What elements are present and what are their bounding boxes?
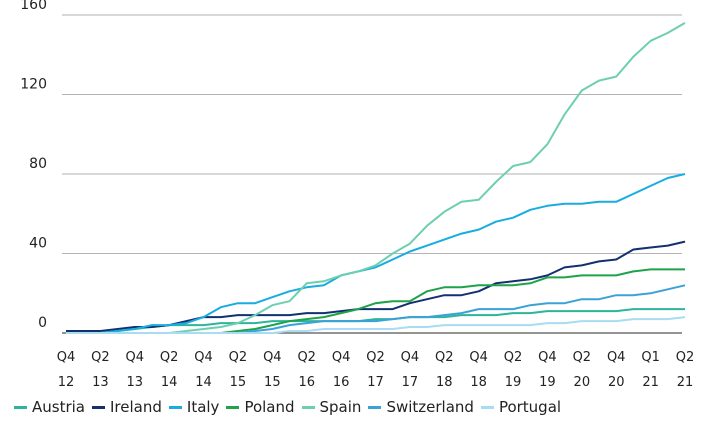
legend-item: Poland <box>226 398 295 416</box>
x-tick-label: Q4 20 <box>606 350 626 390</box>
x-tick-label: Q2 21 <box>675 350 695 390</box>
series-line <box>66 240 686 332</box>
legend-label: Switzerland <box>386 398 474 416</box>
legend-swatch <box>92 405 105 409</box>
legend-item: Portugal <box>480 398 562 416</box>
series-line <box>66 22 686 334</box>
x-tick-label: Q2 13 <box>91 350 110 390</box>
y-tick-label: 40 <box>29 236 47 252</box>
legend-label: Italy <box>186 398 220 416</box>
y-tick-label: 120 <box>20 77 47 93</box>
legend-item: Italy <box>168 398 220 416</box>
x-tick-label: Q2 14 <box>159 350 179 390</box>
legend-item: Switzerland <box>368 398 474 416</box>
x-tick-label: Q2 20 <box>572 350 592 390</box>
x-tick-label: Q4 15 <box>263 350 282 390</box>
x-tick-label: Q2 19 <box>503 350 523 390</box>
legend-item: Ireland <box>92 398 162 416</box>
y-tick-label: 0 <box>38 315 47 331</box>
x-tick-label: Q2 15 <box>228 350 248 390</box>
legend-item: Austria <box>14 398 85 416</box>
legend-label: Poland <box>244 398 295 416</box>
legend-swatch <box>368 405 382 409</box>
series-line <box>66 173 686 334</box>
legend-item: Spain <box>301 398 362 416</box>
legend-label: Ireland <box>110 398 162 416</box>
legend-swatch <box>14 405 27 409</box>
x-tick-label: Q1 21 <box>641 350 660 390</box>
x-tick-label: Q4 18 <box>469 350 488 390</box>
legend-swatch <box>226 405 240 409</box>
series-line <box>66 268 685 334</box>
x-tick-label: Q4 13 <box>125 350 145 390</box>
x-tick-label: Q4 12 <box>56 350 76 390</box>
y-tick-label: 160 <box>20 0 47 13</box>
x-tick-label: Q2 16 <box>297 350 316 390</box>
legend-swatch <box>480 405 494 409</box>
legend: Austria Ireland Italy Poland Spain Switzerlan… <box>14 398 568 416</box>
legend-label: Spain <box>319 398 362 416</box>
y-tick-label: 80 <box>29 156 47 172</box>
legend-label: Austria <box>32 398 85 416</box>
x-tick-label: Q2 17 <box>366 350 385 390</box>
x-tick-label: Q4 14 <box>194 350 213 390</box>
x-tick-label: Q4 17 <box>400 350 420 390</box>
legend-swatch <box>301 405 315 409</box>
legend-swatch <box>168 405 182 409</box>
x-tick-label: Q2 18 <box>435 350 454 390</box>
legend-label: Portugal <box>498 398 562 416</box>
series-line <box>66 316 686 334</box>
x-tick-label: Q4 16 <box>331 350 351 390</box>
x-tick-label: Q4 19 <box>538 350 557 390</box>
